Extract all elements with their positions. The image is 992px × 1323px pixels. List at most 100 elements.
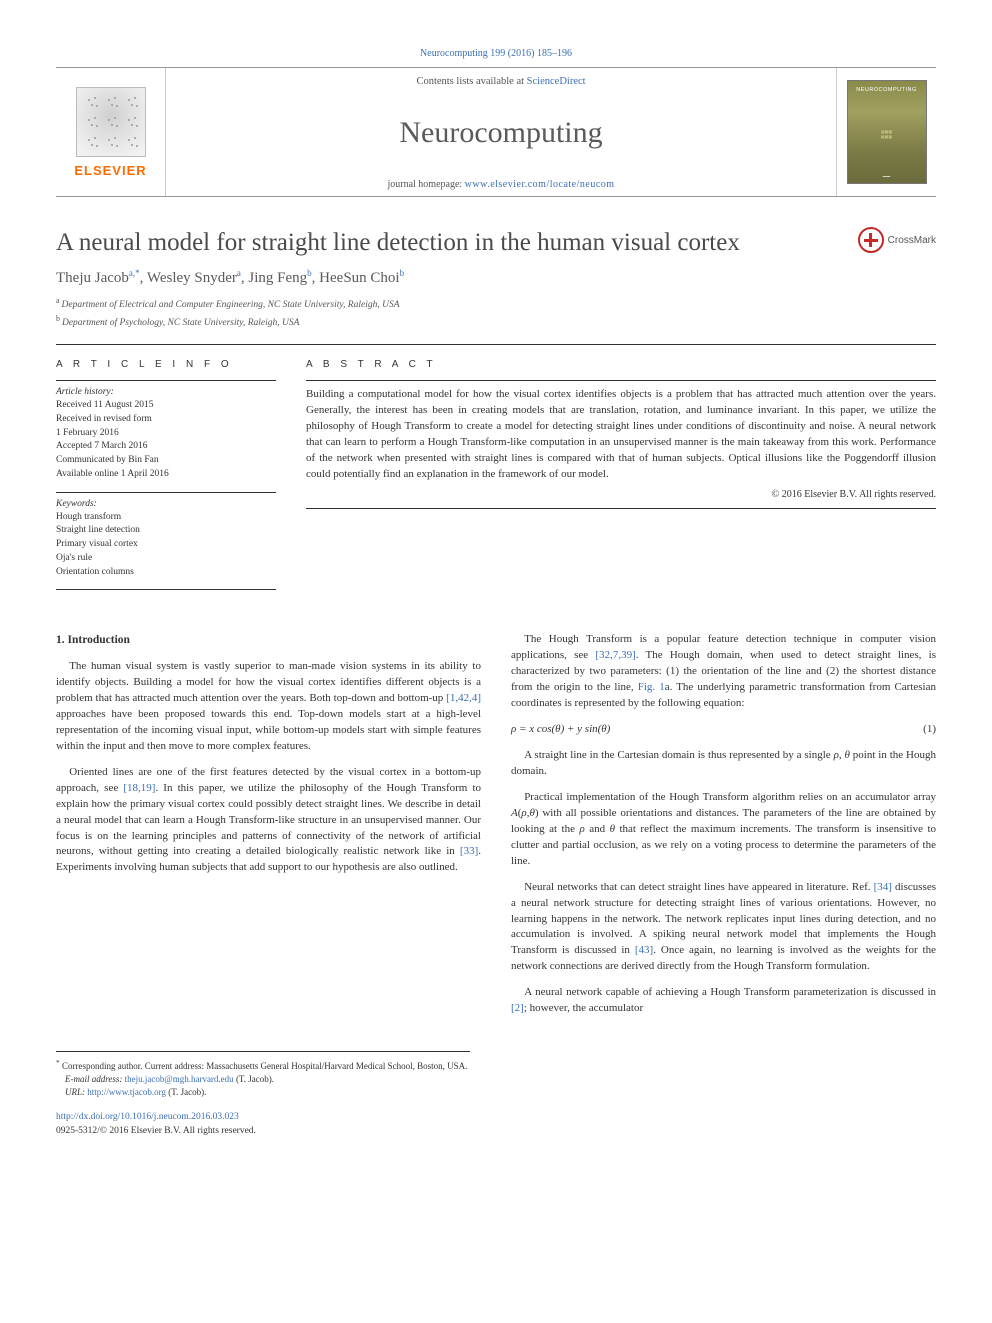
email-attr: (T. Jacob). bbox=[234, 1074, 274, 1084]
publisher-logo-block: ELSEVIER bbox=[56, 68, 166, 196]
article-info-heading: A R T I C L E I N F O bbox=[56, 359, 276, 370]
keyword: Straight line detection bbox=[56, 524, 276, 538]
doi-link[interactable]: http://dx.doi.org/10.1016/j.neucom.2016.… bbox=[56, 1112, 239, 1122]
body-para: The human visual system is vastly superi… bbox=[56, 659, 481, 755]
email-label: E-mail address: bbox=[65, 1074, 125, 1084]
journal-name: Neurocomputing bbox=[166, 116, 836, 150]
email-row: E-mail address: theju.jacob@mgh.harvard.… bbox=[56, 1073, 470, 1086]
author-sup: b bbox=[400, 268, 405, 278]
affiliation-row: aDepartment of Electrical and Computer E… bbox=[56, 295, 936, 312]
affiliation-row: bDepartment of Psychology, NC State Univ… bbox=[56, 313, 936, 330]
homepage-prefix: journal homepage: bbox=[387, 179, 464, 190]
affil-text: Department of Electrical and Computer En… bbox=[62, 300, 400, 310]
citation-link[interactable]: [32,7,39] bbox=[595, 649, 635, 661]
author-name: Wesley Snyder bbox=[147, 270, 237, 286]
body-para: Practical implementation of the Hough Tr… bbox=[511, 790, 936, 870]
body-para: A neural network capable of achieving a … bbox=[511, 985, 936, 1017]
authors-line: Theju Jacoba,*, Wesley Snydera, Jing Fen… bbox=[56, 268, 936, 287]
publisher-brand: ELSEVIER bbox=[74, 163, 146, 178]
article-info-col: A R T I C L E I N F O Article history: R… bbox=[56, 359, 276, 590]
history-line: Received 11 August 2015 bbox=[56, 399, 276, 413]
author-sup: a,* bbox=[129, 268, 140, 278]
citation-link[interactable]: [43] bbox=[635, 944, 653, 956]
body-columns: 1. Introduction The human visual system … bbox=[56, 632, 936, 1027]
doi-block: http://dx.doi.org/10.1016/j.neucom.2016.… bbox=[56, 1111, 936, 1138]
homepage-link[interactable]: www.elsevier.com/locate/neucom bbox=[465, 179, 615, 190]
top-citation-link[interactable]: Neurocomputing 199 (2016) 185–196 bbox=[420, 48, 572, 59]
keywords-block: Keywords: Hough transform Straight line … bbox=[56, 492, 276, 580]
url-row: URL: http://www.tjacob.org (T. Jacob). bbox=[56, 1086, 470, 1099]
keyword: Primary visual cortex bbox=[56, 538, 276, 552]
history-label: Article history: bbox=[56, 387, 276, 397]
history-line: Received in revised form bbox=[56, 413, 276, 427]
abstract-heading: A B S T R A C T bbox=[306, 359, 936, 370]
journal-cover-icon: NEUROCOMPUTING ▦▦▦▦▦▦ ━━━ bbox=[847, 80, 927, 184]
crossmark-label: CrossMark bbox=[888, 235, 936, 246]
author-sup: a bbox=[237, 268, 241, 278]
abstract-bottom-rule bbox=[306, 508, 936, 509]
affil-text: Department of Psychology, NC State Unive… bbox=[62, 318, 299, 328]
keyword: Orientation columns bbox=[56, 566, 276, 580]
divider bbox=[56, 344, 936, 345]
footnotes: * Corresponding author. Current address:… bbox=[56, 1051, 470, 1099]
journal-header-band: ELSEVIER Contents lists available at Sci… bbox=[56, 67, 936, 197]
header-center: Contents lists available at ScienceDirec… bbox=[166, 68, 836, 196]
cover-mid-graphic: ▦▦▦▦▦▦ bbox=[848, 129, 926, 139]
article-title: A neural model for straight line detecti… bbox=[56, 227, 846, 258]
crossmark-badge[interactable]: CrossMark bbox=[858, 227, 936, 253]
equation-number: (1) bbox=[923, 722, 936, 738]
citation-link[interactable]: [33] bbox=[460, 845, 478, 857]
top-citation: Neurocomputing 199 (2016) 185–196 bbox=[56, 48, 936, 59]
body-para: The Hough Transform is a popular feature… bbox=[511, 632, 936, 712]
history-line: Communicated by Bin Fan bbox=[56, 454, 276, 468]
history-line: 1 February 2016 bbox=[56, 427, 276, 441]
history-lines: Received 11 August 2015 Received in revi… bbox=[56, 399, 276, 482]
left-column: 1. Introduction The human visual system … bbox=[56, 632, 481, 1027]
email-link[interactable]: theju.jacob@mgh.harvard.edu bbox=[125, 1074, 234, 1084]
abstract-copyright: © 2016 Elsevier B.V. All rights reserved… bbox=[306, 489, 936, 500]
keyword: Oja's rule bbox=[56, 552, 276, 566]
body-para: Oriented lines are one of the first feat… bbox=[56, 765, 481, 877]
author-name: HeeSun Choi bbox=[319, 270, 399, 286]
issn-copyright: 0925-5312/© 2016 Elsevier B.V. All right… bbox=[56, 1125, 936, 1138]
citation-link[interactable]: [2] bbox=[511, 1002, 524, 1014]
figure-link[interactable]: Fig. 1 bbox=[638, 681, 665, 693]
cover-foot: ━━━ bbox=[848, 174, 926, 183]
page-root: Neurocomputing 199 (2016) 185–196 ELSEVI… bbox=[0, 0, 992, 1186]
url-attr: (T. Jacob). bbox=[166, 1087, 206, 1097]
keywords-label: Keywords: bbox=[56, 499, 276, 509]
author-sup: b bbox=[307, 268, 312, 278]
history-line: Available online 1 April 2016 bbox=[56, 468, 276, 482]
history-line: Accepted 7 March 2016 bbox=[56, 440, 276, 454]
corresponding-author-note: * Corresponding author. Current address:… bbox=[56, 1058, 470, 1073]
article-head: A neural model for straight line detecti… bbox=[56, 227, 936, 330]
url-label: URL: bbox=[65, 1087, 87, 1097]
info-abstract-row: A R T I C L E I N F O Article history: R… bbox=[56, 359, 936, 590]
journal-cover-thumb: NEUROCOMPUTING ▦▦▦▦▦▦ ━━━ bbox=[836, 68, 936, 196]
sciencedirect-link[interactable]: ScienceDirect bbox=[527, 76, 586, 87]
affil-sup: b bbox=[56, 314, 60, 323]
corr-marker: * bbox=[56, 1058, 60, 1067]
contents-prefix: Contents lists available at bbox=[416, 76, 526, 87]
citation-link[interactable]: [34] bbox=[874, 881, 892, 893]
abstract-col: A B S T R A C T Building a computational… bbox=[306, 359, 936, 590]
contents-line: Contents lists available at ScienceDirec… bbox=[166, 76, 836, 87]
affil-sup: a bbox=[56, 296, 60, 305]
section-title: 1. Introduction bbox=[56, 632, 481, 649]
citation-link[interactable]: [1,42,4] bbox=[446, 692, 481, 704]
affiliations: aDepartment of Electrical and Computer E… bbox=[56, 295, 936, 330]
author-name: Jing Feng bbox=[248, 270, 307, 286]
author-name: Theju Jacob bbox=[56, 270, 129, 286]
keyword: Hough transform bbox=[56, 511, 276, 525]
cover-title: NEUROCOMPUTING bbox=[848, 81, 926, 93]
url-link[interactable]: http://www.tjacob.org bbox=[87, 1087, 166, 1097]
homepage-line: journal homepage: www.elsevier.com/locat… bbox=[166, 179, 836, 190]
keywords-list: Hough transform Straight line detection … bbox=[56, 511, 276, 580]
body-para: Neural networks that can detect straight… bbox=[511, 880, 936, 976]
right-column: The Hough Transform is a popular feature… bbox=[511, 632, 936, 1027]
article-history-block: Article history: Received 11 August 2015… bbox=[56, 380, 276, 482]
citation-link[interactable]: [18,19] bbox=[123, 782, 155, 794]
equation-row: ρ = x cos(θ) + y sin(θ) (1) bbox=[511, 722, 936, 738]
crossmark-icon bbox=[858, 227, 884, 253]
info-bottom-rule bbox=[56, 589, 276, 590]
